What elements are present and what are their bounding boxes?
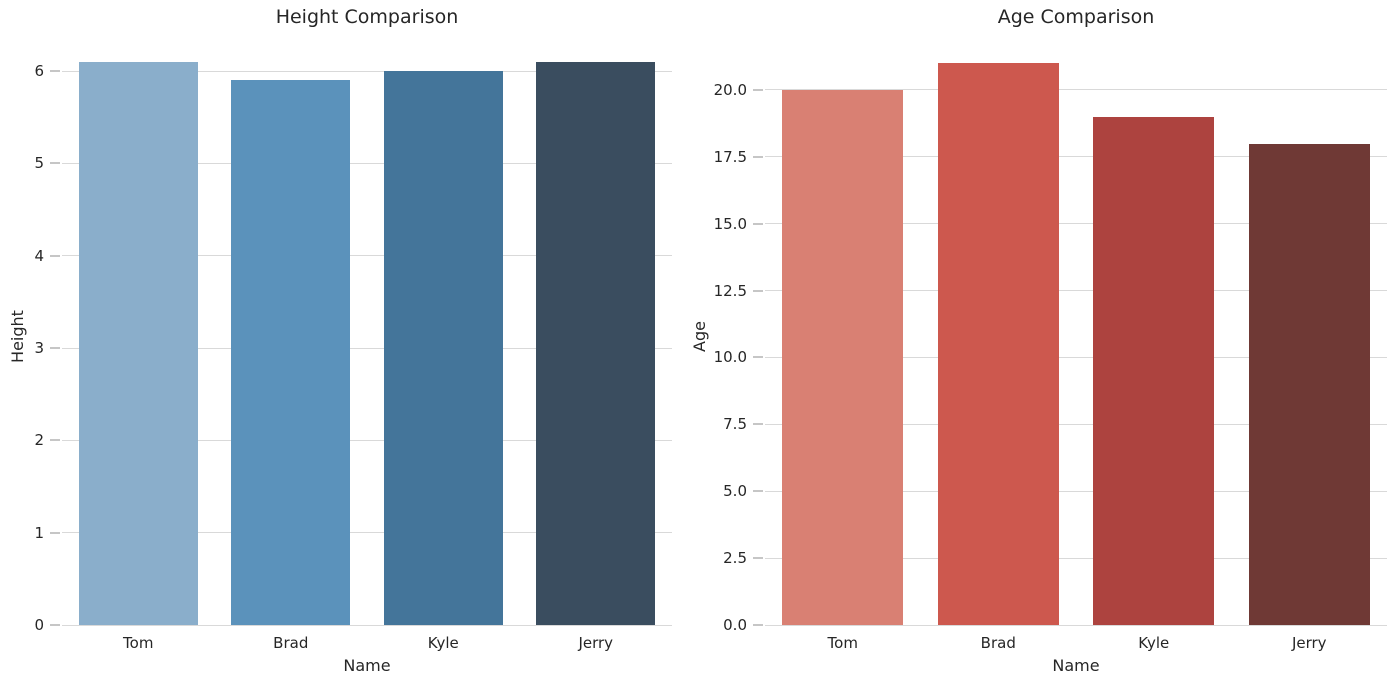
gridline bbox=[62, 532, 672, 534]
age-x-axis-label: Name bbox=[1052, 656, 1100, 675]
y-tick-label: 17.5 bbox=[713, 147, 747, 166]
y-tick-label: 2.5 bbox=[723, 549, 747, 568]
x-tick-label: Brad bbox=[980, 634, 1016, 652]
gridline bbox=[765, 557, 1387, 559]
age-y-axis-label-wrap: Age bbox=[686, 48, 712, 625]
gridline bbox=[62, 624, 672, 626]
x-tick-label: Jerry bbox=[1291, 634, 1327, 652]
y-tick-label: 10.0 bbox=[713, 348, 747, 367]
gridline bbox=[765, 156, 1387, 158]
y-tick-mark bbox=[50, 162, 60, 165]
bar-brad bbox=[937, 63, 1059, 625]
age-chart-title: Age Comparison bbox=[997, 6, 1155, 28]
y-tick-label: 0.0 bbox=[723, 616, 747, 634]
height-chart-title: Height Comparison bbox=[275, 6, 459, 28]
age-y-axis-label: Age bbox=[689, 321, 709, 352]
bar-jerry bbox=[536, 61, 656, 625]
y-tick-mark bbox=[753, 423, 763, 426]
y-tick-mark bbox=[50, 624, 60, 626]
gridline bbox=[765, 223, 1387, 225]
y-tick-label: 6 bbox=[34, 62, 44, 81]
x-tick-label: Kyle bbox=[427, 634, 459, 652]
gridline bbox=[62, 162, 672, 164]
y-tick-label: 0 bbox=[34, 616, 44, 634]
height-y-axis-label: Height bbox=[7, 310, 27, 363]
bar-jerry bbox=[1248, 143, 1370, 625]
y-tick-label: 5 bbox=[34, 154, 44, 173]
age-plot-area: 0.0 2.5 5.0 7.5 10.0 12.5 15.0 17.5 20.0 Tom Brad K… bbox=[714, 48, 1387, 652]
x-tick-label: Kyle bbox=[1138, 634, 1170, 652]
y-tick-mark bbox=[753, 222, 763, 225]
y-tick-mark bbox=[753, 155, 763, 158]
bar-kyle bbox=[1093, 116, 1215, 625]
gridline bbox=[765, 356, 1387, 358]
y-tick-mark bbox=[50, 439, 60, 442]
y-tick-label: 5.0 bbox=[723, 482, 747, 501]
gridline bbox=[765, 423, 1387, 425]
y-tick-mark bbox=[50, 347, 60, 350]
y-tick-label: 20.0 bbox=[713, 80, 747, 99]
x-tick-label: Tom bbox=[123, 634, 154, 652]
x-tick-label: Brad bbox=[273, 634, 309, 652]
y-tick-label: 15.0 bbox=[713, 214, 747, 233]
height-x-axis-label: Name bbox=[343, 656, 391, 675]
gridline bbox=[62, 347, 672, 349]
bar-brad bbox=[231, 80, 351, 625]
x-tick-label: Jerry bbox=[578, 634, 614, 652]
gridline bbox=[765, 290, 1387, 292]
y-tick-mark bbox=[753, 88, 763, 91]
height-plot-area: 0 1 2 3 4 5 6 Tom Brad Kyle Jerry bbox=[34, 48, 672, 652]
gridline bbox=[765, 89, 1387, 91]
y-tick-mark bbox=[50, 254, 60, 257]
y-tick-label: 4 bbox=[34, 246, 44, 265]
height-y-axis-label-wrap: Height bbox=[4, 48, 30, 625]
bar-tom bbox=[782, 90, 904, 625]
x-tick-label: Tom bbox=[827, 634, 858, 652]
y-tick-mark bbox=[50, 531, 60, 534]
y-tick-label: 3 bbox=[34, 339, 44, 358]
gridline bbox=[62, 255, 672, 257]
y-tick-label: 2 bbox=[34, 431, 44, 450]
y-tick-mark bbox=[753, 356, 763, 359]
y-tick-mark bbox=[753, 557, 763, 560]
y-tick-mark bbox=[753, 289, 763, 292]
gridline bbox=[765, 624, 1387, 626]
y-tick-label: 1 bbox=[34, 523, 44, 542]
y-tick-label: 12.5 bbox=[713, 281, 747, 300]
gridline bbox=[62, 70, 672, 72]
y-tick-mark bbox=[753, 624, 763, 626]
y-tick-mark bbox=[50, 70, 60, 73]
y-tick-mark bbox=[753, 490, 763, 493]
y-tick-label: 7.5 bbox=[723, 415, 747, 434]
bar-kyle bbox=[383, 71, 503, 625]
gridline bbox=[765, 490, 1387, 492]
gridline bbox=[62, 439, 672, 441]
bar-tom bbox=[78, 61, 198, 625]
